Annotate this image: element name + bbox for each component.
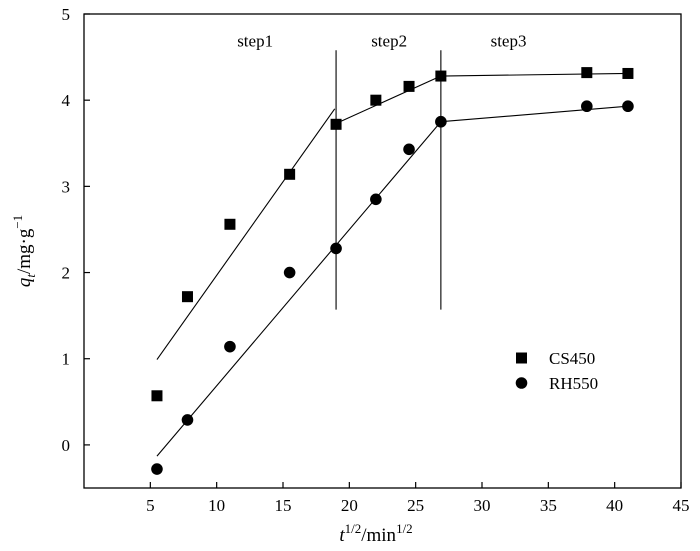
step-label: step1 xyxy=(237,32,273,51)
step-dividers xyxy=(335,50,442,310)
data-point-square xyxy=(181,291,193,303)
x-axis-title-unit: /min xyxy=(361,525,396,546)
y-tick-label: 4 xyxy=(62,91,71,110)
legend-marker-circle xyxy=(515,377,528,389)
x-tick-label: 5 xyxy=(146,496,155,515)
data-point-square xyxy=(370,94,382,106)
fit-line xyxy=(156,121,442,457)
legend-label: CS450 xyxy=(549,349,595,368)
x-tick-label: 10 xyxy=(208,496,225,515)
data-point-square xyxy=(581,67,593,79)
y-axis-title-main: q xyxy=(14,277,35,287)
x-tick-label: 30 xyxy=(474,496,491,515)
data-point-square xyxy=(622,67,634,79)
data-point-circle xyxy=(403,143,415,156)
x-tick-label: 45 xyxy=(673,496,690,515)
x-tick-label: 40 xyxy=(606,496,623,515)
data-point-circle xyxy=(622,100,634,113)
fit-line xyxy=(335,75,442,124)
step-label: step3 xyxy=(491,32,527,51)
data-point-square xyxy=(435,70,447,82)
x-axis-title-main: t xyxy=(339,525,345,546)
data-point-circle xyxy=(370,193,382,206)
y-tick-label: 2 xyxy=(62,264,71,283)
y-axis-title-sup: −1 xyxy=(10,215,25,229)
x-axis-title: t1/2/min1/2 xyxy=(339,521,412,546)
data-point-circle xyxy=(283,266,296,279)
data-point-square xyxy=(403,80,415,92)
x-tick-label: 35 xyxy=(540,496,557,515)
data-point-circle xyxy=(330,242,342,255)
legend: CS450 RH550 xyxy=(515,349,598,393)
step-labels: step1 step2 step3 xyxy=(237,32,526,51)
data-point-square xyxy=(330,118,342,130)
data-point-square xyxy=(224,218,236,230)
y-axis-title: qt/mg·g−1 xyxy=(10,215,38,287)
data-point-circle xyxy=(181,414,194,426)
x-axis-title-sup2: 1/2 xyxy=(396,521,413,536)
y-tick-label: 3 xyxy=(62,177,71,196)
step-label: step2 xyxy=(371,32,407,51)
fit-line xyxy=(156,108,336,360)
data-point-circle xyxy=(581,100,593,113)
data-points xyxy=(151,67,634,475)
plot-frame xyxy=(83,13,682,489)
y-tick-label: 1 xyxy=(62,350,71,369)
y-tick-label: 5 xyxy=(62,5,71,24)
legend-label: RH550 xyxy=(549,374,598,393)
x-tick-label: 15 xyxy=(275,496,292,515)
y-axis-title-unit: /mg·g xyxy=(14,228,35,274)
data-point-circle xyxy=(224,340,236,353)
x-tick-label: 20 xyxy=(341,496,358,515)
x-tick-label: 25 xyxy=(407,496,424,515)
data-point-circle xyxy=(151,463,163,475)
fit-lines xyxy=(156,72,628,457)
y-axis-title-sub: t xyxy=(23,274,38,278)
data-point-square xyxy=(151,390,163,402)
fit-line xyxy=(440,105,628,123)
fit-line xyxy=(440,72,628,77)
data-point-circle xyxy=(435,115,447,128)
data-point-square xyxy=(284,168,296,180)
x-axis-title-sup1: 1/2 xyxy=(345,521,362,536)
y-tick-label: 0 xyxy=(62,436,71,455)
legend-marker-square xyxy=(516,352,527,364)
